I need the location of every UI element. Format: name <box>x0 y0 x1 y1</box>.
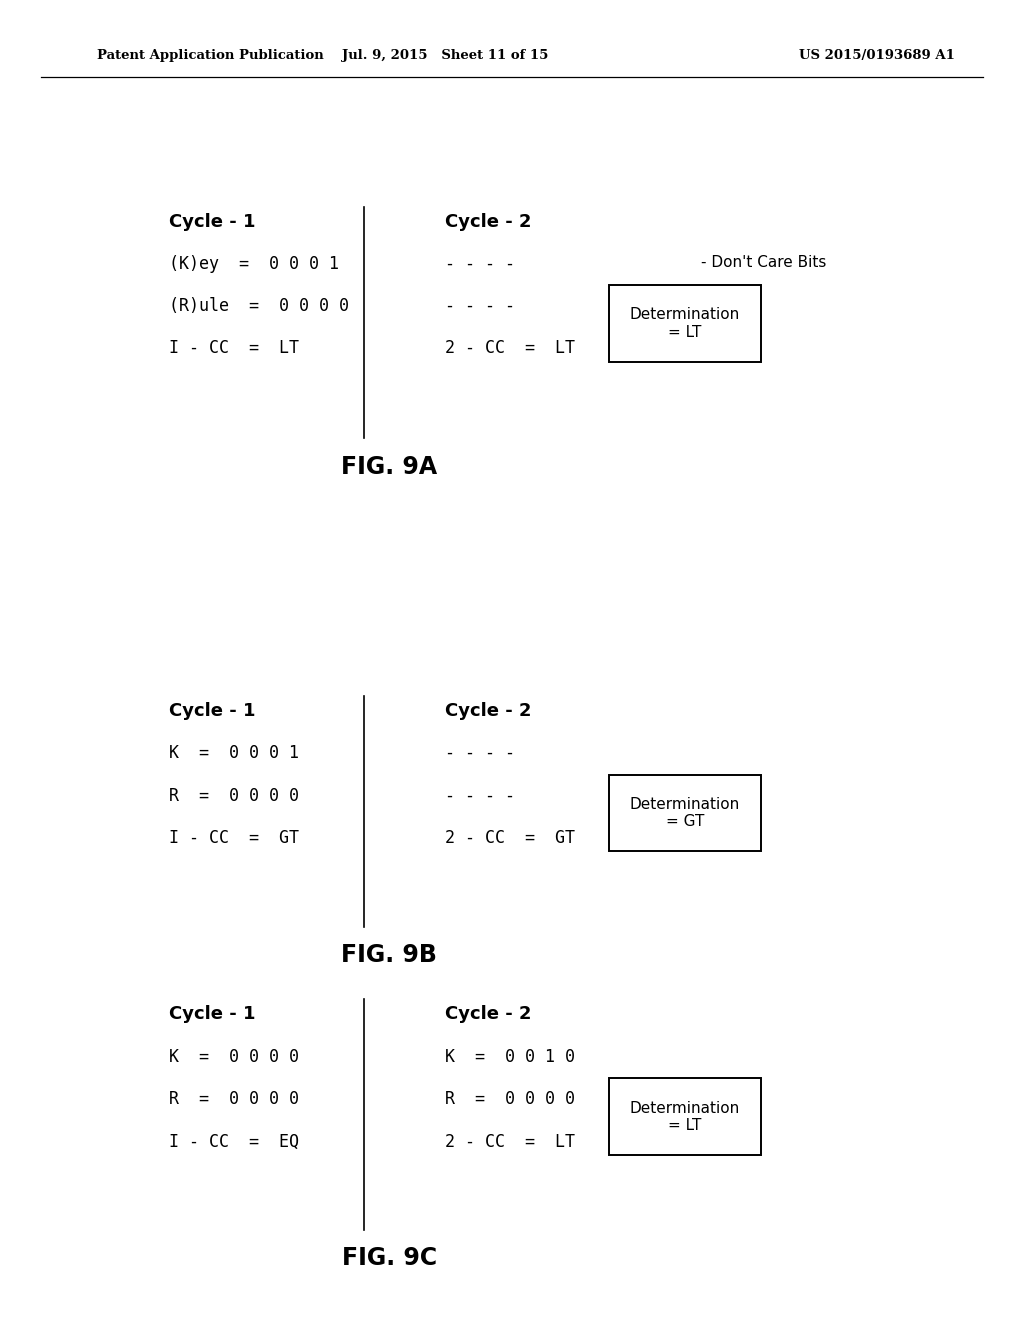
Text: - - - -: - - - - <box>445 744 515 763</box>
Text: 2 - CC  =  LT: 2 - CC = LT <box>445 339 575 358</box>
FancyBboxPatch shape <box>609 1078 761 1155</box>
Text: US 2015/0193689 A1: US 2015/0193689 A1 <box>799 49 954 62</box>
Text: R  =  0 0 0 0: R = 0 0 0 0 <box>169 1090 299 1109</box>
Text: Cycle - 2: Cycle - 2 <box>445 702 531 719</box>
Text: K  =  0 0 0 0: K = 0 0 0 0 <box>169 1048 299 1067</box>
Text: (R)ule  =  0 0 0 0: (R)ule = 0 0 0 0 <box>169 297 349 315</box>
Text: 2 - CC  =  LT: 2 - CC = LT <box>445 1133 575 1151</box>
Text: 2 - CC  =  GT: 2 - CC = GT <box>445 829 575 847</box>
Text: Cycle - 1: Cycle - 1 <box>169 213 255 231</box>
Text: I - CC  =  LT: I - CC = LT <box>169 339 299 358</box>
Text: K  =  0 0 0 1: K = 0 0 0 1 <box>169 744 299 763</box>
Text: Patent Application Publication: Patent Application Publication <box>97 49 324 62</box>
Text: I - CC  =  EQ: I - CC = EQ <box>169 1133 299 1151</box>
Text: Determination
= LT: Determination = LT <box>630 1101 740 1133</box>
Text: - - - -: - - - - <box>445 297 515 315</box>
Text: Determination
= LT: Determination = LT <box>630 308 740 339</box>
Text: Jul. 9, 2015   Sheet 11 of 15: Jul. 9, 2015 Sheet 11 of 15 <box>342 49 549 62</box>
Text: - - - -: - - - - <box>445 787 515 805</box>
Text: K  =  0 0 1 0: K = 0 0 1 0 <box>445 1048 575 1067</box>
Text: FIG. 9A: FIG. 9A <box>341 454 437 479</box>
Text: Cycle - 1: Cycle - 1 <box>169 1006 255 1023</box>
Text: Cycle - 2: Cycle - 2 <box>445 1006 531 1023</box>
Text: FIG. 9B: FIG. 9B <box>341 942 437 968</box>
Text: (K)ey  =  0 0 0 1: (K)ey = 0 0 0 1 <box>169 255 339 273</box>
Text: R  =  0 0 0 0: R = 0 0 0 0 <box>445 1090 575 1109</box>
FancyBboxPatch shape <box>609 775 761 851</box>
Text: Cycle - 2: Cycle - 2 <box>445 213 531 231</box>
Text: Determination
= GT: Determination = GT <box>630 797 740 829</box>
Text: - - - -: - - - - <box>445 255 515 273</box>
Text: - Don't Care Bits: - Don't Care Bits <box>701 255 826 269</box>
Text: Cycle - 1: Cycle - 1 <box>169 702 255 719</box>
Text: I - CC  =  GT: I - CC = GT <box>169 829 299 847</box>
FancyBboxPatch shape <box>609 285 761 362</box>
Text: FIG. 9C: FIG. 9C <box>342 1246 436 1270</box>
Text: R  =  0 0 0 0: R = 0 0 0 0 <box>169 787 299 805</box>
